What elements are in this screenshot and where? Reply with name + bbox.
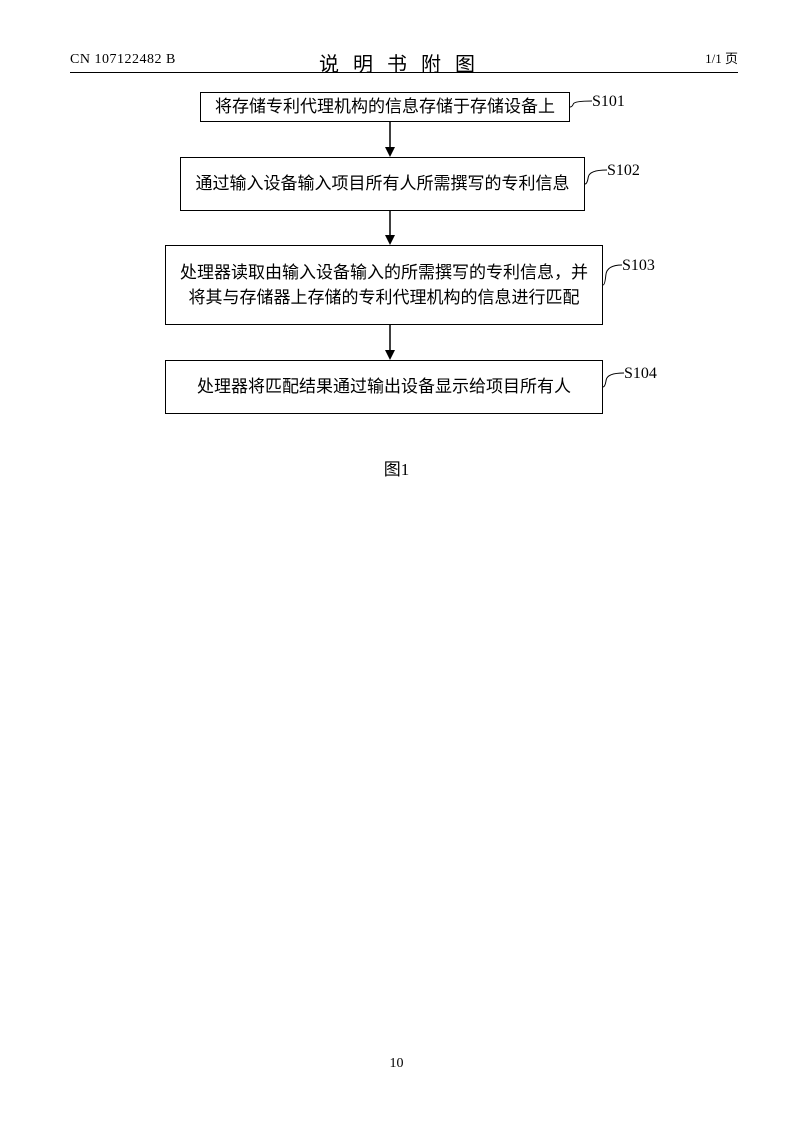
connector-2 <box>585 162 607 194</box>
arrow-down-2 <box>383 211 397 245</box>
patent-number: CN 107122482 B <box>70 52 176 68</box>
header-title: 说明书附图 <box>319 48 489 77</box>
page-header: CN 107122482 B 说明书附图 1/1 页 <box>70 48 738 73</box>
flow-box-1: 将存储专利代理机构的信息存储于存储设备上 <box>200 92 570 122</box>
connector-4 <box>603 365 624 397</box>
flow-box-2: 通过输入设备输入项目所有人所需撰写的专利信息 <box>180 157 585 211</box>
arrow-down-1 <box>383 122 397 157</box>
connector-3 <box>603 257 622 295</box>
flow-box-3: 处理器读取由输入设备输入的所需撰写的专利信息，并将其与存储器上存储的专利代理机构… <box>165 245 603 325</box>
step-label-s104: S104 <box>624 365 657 383</box>
connector-1 <box>570 93 592 117</box>
flow-box-4: 处理器将匹配结果通过输出设备显示给项目所有人 <box>165 360 603 414</box>
page-number: 10 <box>390 1056 404 1072</box>
step-label-s103: S103 <box>622 257 655 275</box>
step-label-s102: S102 <box>607 162 640 180</box>
figure-caption: 图1 <box>384 455 410 480</box>
page-info: 1/1 页 <box>705 48 738 67</box>
arrow-down-3 <box>383 325 397 360</box>
step-label-s101: S101 <box>592 93 625 111</box>
